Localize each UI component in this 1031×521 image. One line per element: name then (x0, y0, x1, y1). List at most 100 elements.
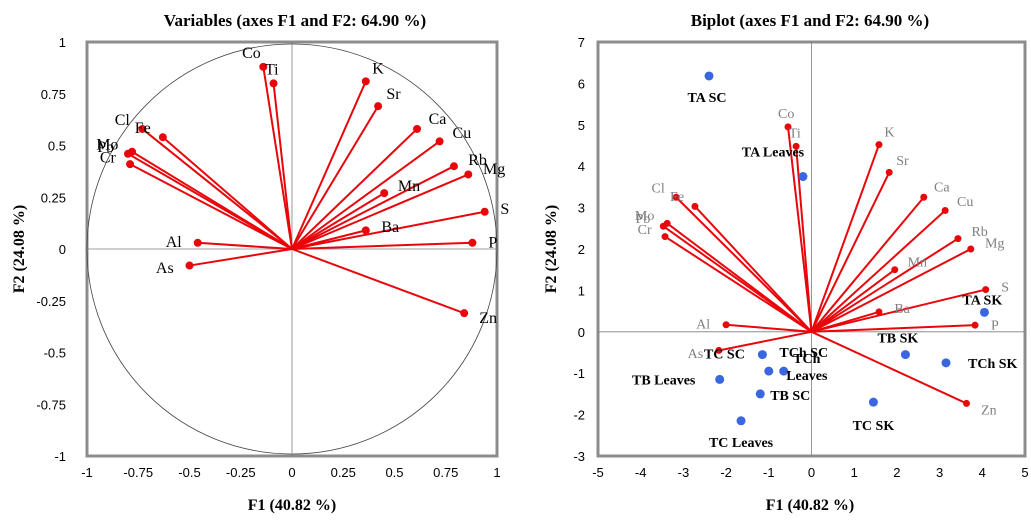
vector-tip-ba (361, 226, 370, 235)
vector-tip-pb (124, 149, 132, 158)
biplot-vector-tip-cu (941, 206, 949, 214)
biplot-vector-as (718, 330, 812, 352)
biplot-vector-zn (811, 330, 967, 405)
left-x-tick-label: 0 (288, 465, 295, 480)
biplot-variable-label-cu: Cu (957, 195, 973, 210)
right-y-tick-label: 7 (578, 35, 585, 50)
observation-point-tch-sc (779, 366, 789, 376)
right-x-tick-label: 5 (1021, 465, 1028, 480)
right-x-tick-labels: -5 -4 -3 -2 -1 0 1 2 3 4 5 (592, 465, 1028, 480)
right-x-tick-label: -5 (592, 465, 604, 480)
biplot-vector-tip-fe (691, 202, 699, 210)
left-x-tick-label: -0.75 (123, 465, 153, 480)
right-y-tick-label: 6 (578, 76, 585, 91)
biplot-variable-label-mg: Mg (985, 237, 1004, 252)
biplot-vector-al (726, 323, 812, 333)
vector-tip-cl (138, 124, 147, 133)
biplot-vector-tip-cl (672, 193, 680, 201)
right-observation-points (704, 71, 989, 426)
biplot-vector-tip-sr (885, 168, 893, 176)
right-variable-vectors (659, 123, 990, 407)
left-y-tick-label: 0.25 (41, 190, 66, 205)
biplot-variable-label-co: Co (778, 107, 794, 122)
biplot-vector-rb (810, 237, 959, 333)
observation-label-tch-sk: TCh SK (968, 357, 1018, 372)
left-y-axis-label: F2 (24.08 %) (11, 205, 28, 293)
vector-ti (272, 83, 293, 250)
right-y-tick-label: 4 (578, 159, 585, 174)
right-x-tick-label: 1 (851, 465, 858, 480)
biplot-variable-label-p: P (991, 319, 999, 334)
right-x-tick-label: -2 (720, 465, 732, 480)
variable-label-ba: Ba (381, 219, 399, 236)
vector-tip-as (185, 261, 194, 270)
variable-label-s: S (500, 201, 509, 218)
biplot-vector-tip-p (971, 321, 979, 329)
vector-tip-zn (460, 309, 469, 318)
observation-point-tch-leaves (764, 366, 774, 376)
biplot-vector-ca (810, 196, 925, 333)
vector-tip-rb (449, 162, 458, 171)
variable-label-sr: Sr (386, 86, 401, 103)
biplot-variable-label-fe: Fe (670, 190, 684, 205)
observation-label-tb-sk: TB SK (877, 332, 918, 347)
biplot-vector-tip-as (715, 346, 723, 354)
variable-label-mn: Mn (398, 178, 420, 195)
biplot-vector-tip-k (875, 141, 883, 149)
observation-label-tch-leaves: TCh Leaves (786, 352, 828, 384)
vector-rb (291, 165, 455, 250)
variable-label-as: As (156, 260, 174, 277)
biplot-vector-tip-cr (661, 233, 669, 241)
vector-tip-co (259, 62, 268, 71)
vector-tip-k (361, 77, 370, 86)
biplot-vector-pb (662, 225, 813, 333)
right-y-tick-label: 1 (578, 283, 585, 298)
left-y-tick-label: -0.75 (36, 397, 66, 412)
vector-tip-ca (413, 124, 422, 133)
right-x-tick-label: 2 (893, 465, 900, 480)
left-y-tick-label: 0 (59, 242, 66, 257)
right-x-tick-label: -1 (763, 465, 775, 480)
biplot-vector-tip-s (982, 286, 990, 294)
left-x-tick-label: 0.5 (385, 465, 403, 480)
vector-ba (291, 229, 367, 250)
biplot-vector-tip-zn (963, 399, 971, 407)
vector-zn (291, 248, 465, 315)
biplot-vector-tip-ca (920, 193, 928, 201)
observation-label-tc-sk: TC SK (853, 419, 895, 434)
biplot-vector-tip-mn (891, 266, 899, 274)
vector-co (262, 66, 293, 250)
right-x-tick-label: -4 (635, 465, 647, 480)
left-x-tick-label: 1 (493, 465, 500, 480)
vector-cr (129, 163, 293, 250)
biplot-variable-label-ti: Ti (789, 126, 801, 141)
vector-al (197, 241, 293, 250)
vector-k (291, 80, 367, 250)
variable-label-cl: Cl (115, 112, 131, 129)
right-y-tick-label: -1 (573, 366, 585, 381)
biplot-variable-label-al: Al (696, 318, 710, 333)
right-y-axis-label: F2 (24.08 %) (543, 205, 560, 293)
observation-label-tch-sc: TCh SC (779, 346, 828, 361)
biplot-variable-label-cl: Cl (652, 181, 665, 196)
biplot-vector-fe (694, 205, 813, 333)
right-x-tick-label: 4 (979, 465, 986, 480)
vector-tip-mg (464, 170, 473, 179)
vector-tip-mn (380, 189, 389, 198)
vector-cu (291, 140, 441, 250)
right-zero-axes (598, 42, 1025, 456)
left-y-tick-label: -0.5 (44, 346, 66, 361)
observation-point-tc-sk (868, 397, 878, 407)
right-observation-labels: TA SC TA Leaves TA SK TB SK TCh SK TC SK TC SC… (632, 91, 1018, 451)
right-y-tick-label: -3 (573, 449, 585, 464)
biplot-panel: Biplot (axes F1 and F2: 64.90 %) -5 -4 -3-… (543, 11, 1029, 514)
observation-point-tb-leaves (715, 374, 725, 384)
observation-label-ta-sk: TA SK (962, 293, 1002, 308)
left-x-tick-labels: -1 -0.75 -0.5 -0.25 0 0.25 0.5 0.75 1 (81, 465, 500, 480)
vector-tip-sr (374, 102, 383, 111)
biplot-variable-label-ba: Ba (894, 302, 910, 317)
observation-label-ta-sc: TA SC (687, 91, 726, 106)
observation-point-tch-sk (941, 358, 951, 368)
variable-label-fe: Fe (135, 120, 151, 137)
